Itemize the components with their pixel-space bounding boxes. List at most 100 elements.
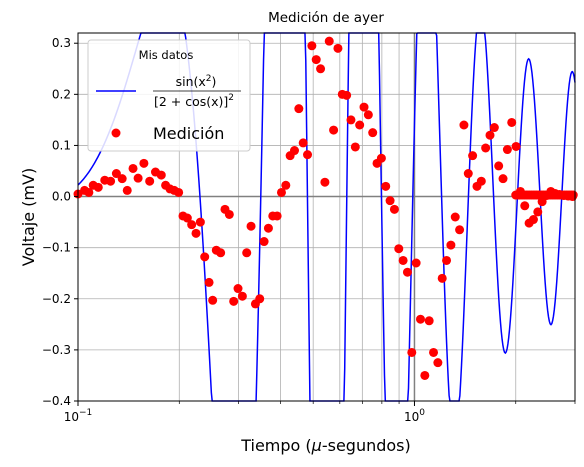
series-scatter-points bbox=[73, 36, 578, 380]
scatter-point bbox=[411, 258, 421, 268]
scatter-point bbox=[429, 347, 439, 357]
scatter-point bbox=[145, 176, 155, 186]
scatter-point bbox=[122, 185, 132, 195]
x-tick-label: 100 bbox=[404, 408, 425, 424]
scatter-point bbox=[437, 273, 447, 283]
y-tick-label: 0.3 bbox=[52, 36, 71, 50]
scatter-point bbox=[294, 104, 304, 114]
chart-title: Medición de ayer bbox=[268, 10, 384, 26]
scatter-point bbox=[359, 102, 369, 112]
scatter-point bbox=[528, 215, 538, 225]
scatter-point bbox=[389, 204, 399, 214]
scatter-point bbox=[415, 314, 425, 324]
plot-frame bbox=[77, 32, 576, 402]
scatter-point bbox=[468, 151, 478, 161]
scatter-point bbox=[195, 217, 205, 227]
scatter-point bbox=[533, 207, 543, 217]
scatter-point bbox=[342, 90, 352, 100]
scatter-point bbox=[139, 158, 149, 168]
scatter-point bbox=[381, 181, 391, 191]
scatter-point bbox=[424, 316, 434, 326]
scatter-point bbox=[111, 169, 121, 179]
scatter-point bbox=[507, 117, 517, 127]
scatter-point bbox=[489, 123, 499, 133]
scatter-point bbox=[442, 255, 452, 265]
scatter-point bbox=[329, 125, 339, 135]
legend-label-medicion: Medición bbox=[153, 124, 224, 143]
scatter-point bbox=[117, 174, 127, 184]
scatter-point bbox=[498, 174, 508, 184]
legend-marker-swatch bbox=[111, 128, 121, 138]
y-tick-label: −0.4 bbox=[42, 394, 71, 408]
scatter-point bbox=[346, 115, 356, 125]
scatter-point bbox=[420, 370, 430, 380]
scatter-point bbox=[200, 252, 210, 262]
scatter-point bbox=[333, 43, 343, 53]
scatter-point bbox=[476, 176, 486, 186]
scatter-point bbox=[481, 143, 491, 153]
scatter-point bbox=[242, 248, 252, 258]
y-axis: −0.4 −0.3 −0.2 −0.1 0.0 0.1 0.2 0.3 bbox=[42, 36, 78, 408]
scatter-point bbox=[385, 196, 395, 206]
scatter-point bbox=[324, 36, 334, 46]
scatter-point bbox=[463, 169, 473, 179]
scatter-point bbox=[511, 141, 521, 151]
scatter-point bbox=[246, 221, 256, 231]
scatter-point bbox=[272, 211, 282, 221]
scatter-point bbox=[255, 294, 265, 304]
scatter-point bbox=[298, 138, 308, 148]
scatter-point bbox=[303, 150, 313, 160]
scatter-point bbox=[216, 248, 226, 258]
y-axis-label: Voltaje (mV) bbox=[19, 168, 38, 266]
scatter-point bbox=[402, 267, 412, 277]
scatter-point bbox=[182, 213, 192, 223]
scatter-point bbox=[224, 209, 234, 219]
scatter-point bbox=[376, 153, 386, 163]
scatter-point bbox=[281, 180, 291, 190]
scatter-point bbox=[568, 190, 578, 200]
x-tick-label: 10−1 bbox=[64, 408, 93, 424]
scatter-point bbox=[446, 240, 456, 250]
y-tick-label: 0.2 bbox=[52, 87, 71, 101]
scatter-point bbox=[407, 347, 417, 357]
x-axis: 10−1 100 bbox=[64, 401, 576, 424]
scatter-point bbox=[459, 120, 469, 130]
scatter-point bbox=[398, 255, 408, 265]
scatter-point bbox=[259, 237, 269, 247]
scatter-point bbox=[394, 244, 404, 254]
scatter-point bbox=[106, 176, 116, 186]
scatter-point bbox=[263, 223, 273, 233]
scatter-point bbox=[311, 55, 321, 65]
scatter-point bbox=[290, 146, 299, 156]
scatter-point bbox=[156, 170, 166, 180]
scatter-point bbox=[174, 187, 184, 197]
scatter-point bbox=[494, 161, 504, 171]
scatter-point bbox=[276, 187, 286, 197]
y-tick-label: −0.2 bbox=[42, 292, 71, 306]
scatter-point bbox=[204, 277, 214, 287]
scatter-point bbox=[316, 64, 326, 74]
scatter-point bbox=[233, 284, 243, 294]
scatter-point bbox=[307, 41, 317, 51]
scatter-point bbox=[191, 228, 201, 238]
scatter-point bbox=[237, 291, 247, 301]
y-tick-label: 0.0 bbox=[52, 190, 71, 204]
y-tick-label: 0.1 bbox=[52, 138, 71, 152]
legend-box bbox=[87, 39, 251, 152]
scatter-point bbox=[455, 225, 465, 235]
scatter-point bbox=[433, 358, 443, 368]
scatter-point bbox=[350, 142, 360, 152]
scatter-point bbox=[128, 163, 138, 173]
scatter-point bbox=[208, 295, 218, 305]
scatter-point bbox=[502, 145, 512, 155]
scatter-point bbox=[368, 128, 378, 138]
scatter-point bbox=[450, 212, 460, 222]
scatter-point bbox=[187, 220, 197, 230]
scatter-point bbox=[133, 173, 143, 183]
scatter-point bbox=[363, 110, 373, 120]
legend-label-denominator: [2 + cos(x)]2 bbox=[154, 93, 234, 109]
scatter-point bbox=[229, 296, 239, 306]
legend-label-numerator: sin(x2) bbox=[176, 74, 217, 89]
scatter-point bbox=[520, 201, 530, 211]
